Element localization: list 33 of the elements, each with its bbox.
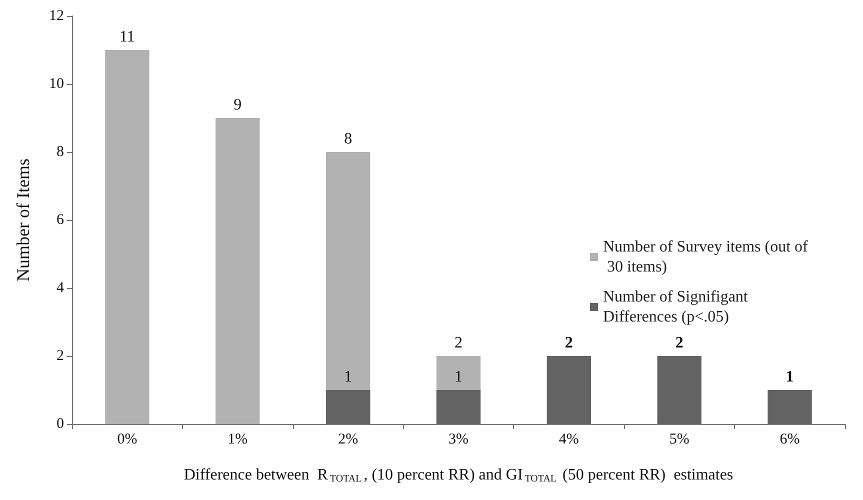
legend-label: Number of Survey items (out of 30 items) — [603, 238, 809, 276]
y-axis-title: Number of Items — [13, 158, 33, 282]
bar — [105, 50, 150, 424]
data-label: 2 — [675, 334, 684, 352]
y-tick-label: 10 — [49, 76, 64, 92]
y-tick-label: 12 — [49, 8, 64, 24]
x-tick-label: 1% — [228, 432, 248, 448]
data-label: 1 — [454, 368, 462, 386]
bar — [768, 390, 812, 424]
bar — [436, 390, 481, 424]
bar — [657, 356, 702, 424]
data-label: 1 — [786, 368, 794, 386]
y-tick-label: 4 — [56, 280, 64, 296]
x-tick-label: 2% — [338, 432, 358, 448]
data-label: 9 — [234, 96, 242, 114]
y-tick-label: 6 — [56, 212, 64, 228]
x-tick-label: 3% — [448, 432, 468, 448]
bar — [326, 390, 370, 424]
data-label: 8 — [344, 130, 352, 148]
data-label: 11 — [120, 28, 135, 46]
bar — [216, 118, 260, 424]
x-tick-label: 4% — [558, 432, 579, 448]
bar — [546, 356, 592, 424]
x-tick-label: 0% — [117, 432, 138, 448]
x-tick-label: 5% — [669, 432, 690, 448]
legend-label: Number of Signifigant Differences (p<.05) — [603, 288, 752, 326]
y-tick-label: 8 — [56, 144, 64, 160]
data-label: 2 — [454, 334, 462, 352]
y-tick-label: 2 — [56, 348, 64, 364]
x-tick-label: 6% — [780, 432, 800, 448]
data-label: 1 — [344, 368, 352, 386]
data-label: 2 — [564, 334, 573, 352]
y-tick-label: 0 — [56, 416, 64, 432]
